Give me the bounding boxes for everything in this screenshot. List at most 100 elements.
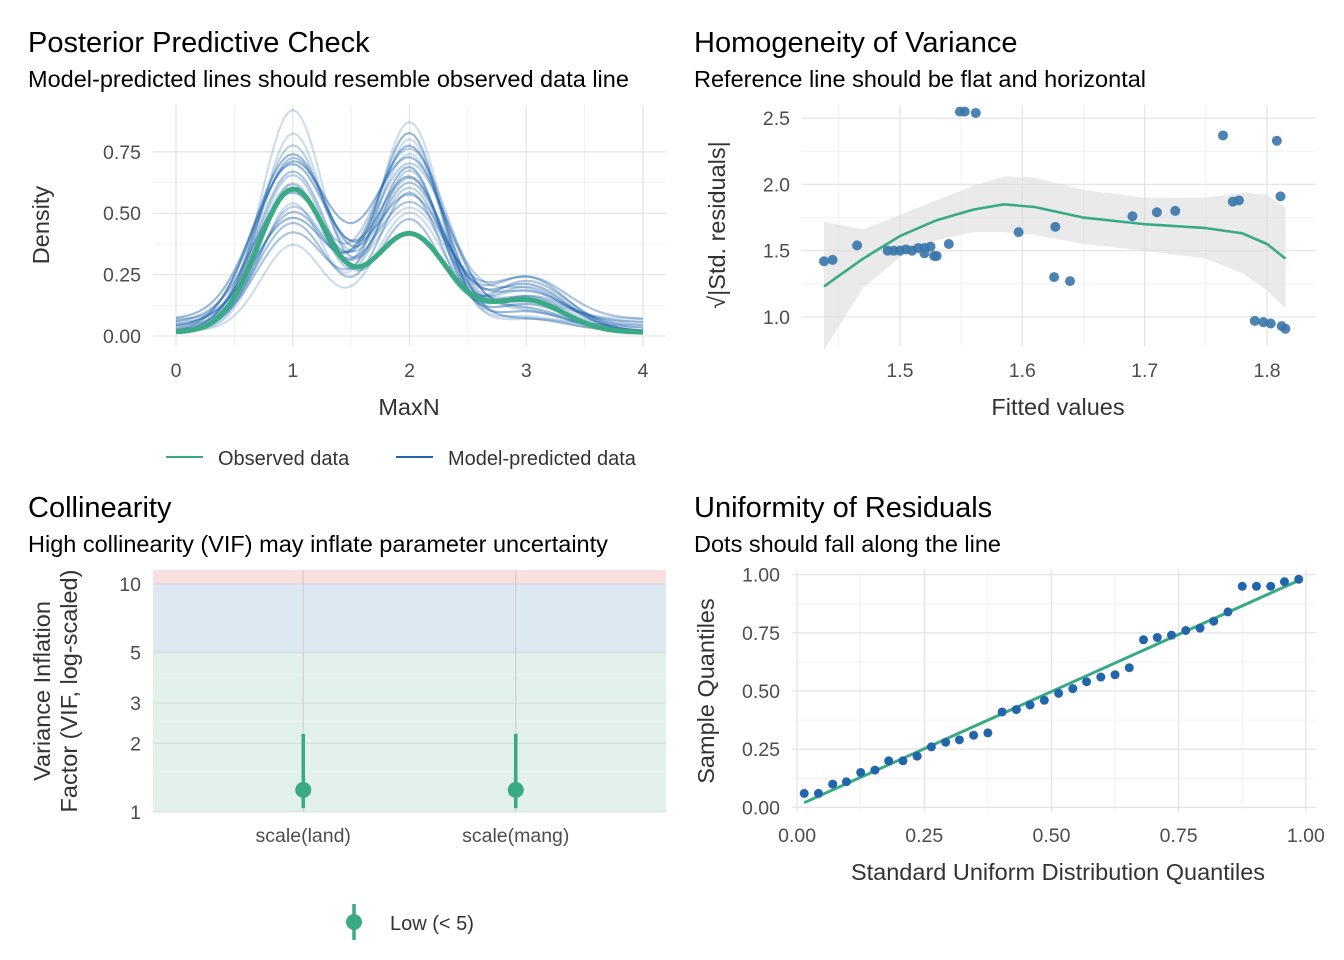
ppc-predicted-line (175, 200, 644, 332)
ppc-predicted-line (175, 173, 644, 332)
hov-point (1065, 276, 1076, 287)
ppc-x-tick-label: 3 (521, 360, 532, 382)
hov-subtitle: Reference line should be flat and horizo… (694, 66, 1146, 92)
hov-xlabel: Fitted values (991, 394, 1124, 420)
qq-point (969, 730, 979, 740)
hov-x-tick-label: 1.5 (886, 360, 913, 382)
ppc-observed-line (175, 186, 644, 335)
qq-point (898, 756, 908, 766)
qq-point (1011, 705, 1021, 715)
qq-point (1279, 577, 1289, 587)
qq-point (997, 707, 1007, 717)
col-vif-marks (295, 733, 524, 809)
ppc-panel: Posterior Predictive Check Model-predict… (28, 27, 666, 470)
qq-y-tick-label: 0.75 (742, 623, 780, 645)
hov-x-tick-label: 1.6 (1009, 360, 1036, 382)
hov-point (827, 254, 838, 265)
hov-smooth-line (823, 203, 1287, 288)
ppc-predicted-line (175, 191, 644, 332)
qq-x-tick-label: 1.00 (1287, 825, 1325, 847)
hov-point (1265, 318, 1276, 329)
col-y-tick-label: 10 (119, 574, 141, 596)
qq-point (1139, 635, 1149, 645)
col-ylabel-line2: Factor (VIF, log-scaled) (56, 570, 82, 813)
ppc-predicted-line (175, 156, 644, 332)
legend-predicted-label: Model-predicted data (448, 448, 637, 470)
ppc-predicted-lines (175, 108, 644, 333)
qq-point (1110, 670, 1120, 680)
qq-point (912, 751, 922, 761)
qq-point (870, 765, 880, 775)
hov-point (1050, 221, 1061, 232)
qq-point (1223, 607, 1233, 617)
hov-point (959, 106, 970, 117)
qq-point (941, 737, 951, 747)
ppc-y-tick-label: 0.50 (103, 203, 141, 225)
ppc-x-tick-label: 4 (638, 360, 649, 382)
qq-point (1082, 677, 1092, 687)
ppc-ylabel: Density (28, 186, 54, 265)
qq-point (1195, 623, 1205, 633)
qq-y-tick-label: 1.00 (742, 565, 780, 587)
qq-point (926, 742, 936, 752)
ppc-title: Posterior Predictive Check (28, 27, 370, 59)
col-x-tick-label: scale(land) (256, 825, 351, 847)
hov-ylabel: √|Std. residuals| (704, 141, 730, 308)
qq-point (856, 767, 866, 777)
ppc-y-tick-label: 0.75 (103, 142, 141, 164)
qq-point (1266, 581, 1276, 591)
hov-point (1127, 211, 1138, 222)
col-y-tick-label: 2 (130, 733, 141, 755)
hov-point (852, 240, 863, 251)
qq-point (813, 788, 823, 798)
col-ticks: 1 2 3 5 10 scale(land) scale(mang) (119, 574, 569, 847)
col-title: Collinearity (28, 492, 172, 524)
qq-point (954, 735, 964, 745)
col-panel: Collinearity High collinearity (VIF) may… (28, 492, 666, 940)
qq-y-tick-label: 0.25 (742, 739, 780, 761)
legend-low-key-dot (346, 914, 362, 930)
qq-panel: Uniformity of Residuals Dots should fall… (693, 492, 1325, 885)
col-y-tick-label: 1 (130, 802, 141, 824)
hov-point (925, 241, 936, 252)
ppc-x-tick-label: 2 (404, 360, 415, 382)
col-subtitle: High collinearity (VIF) may inflate para… (28, 531, 608, 557)
ppc-observed-curve (175, 186, 644, 335)
legend-low-label: Low (< 5) (390, 913, 474, 935)
ppc-y-tick-label: 0.00 (103, 326, 141, 348)
hov-panel: Homogeneity of Variance Reference line s… (694, 27, 1316, 420)
qq-point (884, 756, 894, 766)
hov-point (1271, 135, 1282, 146)
hov-point (1275, 191, 1286, 202)
qq-x-tick-label: 0.00 (778, 825, 816, 847)
col-zones (153, 570, 666, 812)
qq-xlabel: Standard Uniform Distribution Quantiles (851, 859, 1265, 885)
ppc-predicted-line (175, 120, 644, 333)
ppc-predicted-line (175, 152, 644, 332)
qq-y-tick-label: 0.00 (742, 797, 780, 819)
col-vif-point (295, 781, 312, 798)
qq-point (1039, 695, 1049, 705)
ppc-legend: Observed data Model-predicted data (166, 448, 637, 470)
qq-ylabel: Sample Quantiles (693, 598, 719, 784)
hov-point (943, 239, 954, 250)
hov-y-tick-label: 1.0 (763, 307, 790, 329)
qq-point (799, 788, 809, 798)
hov-point (1013, 227, 1024, 238)
qq-point (1167, 630, 1177, 640)
qq-x-tick-label: 0.25 (905, 825, 943, 847)
hov-y-tick-label: 1.5 (763, 241, 790, 263)
qq-ticks: 0.00 0.25 0.50 0.75 1.00 0.00 0.25 0.50 0.75 1.00 (742, 565, 1325, 847)
ppc-predicted-line (175, 108, 644, 332)
hov-point (819, 256, 830, 267)
col-legend: Low (< 5) (346, 904, 474, 940)
hov-points (819, 106, 1291, 334)
hov-point (919, 248, 930, 259)
hov-point (931, 250, 942, 261)
hov-point (1049, 272, 1060, 283)
qq-point (1237, 581, 1247, 591)
qq-point (1096, 672, 1106, 682)
col-y-tick-label: 5 (130, 643, 141, 665)
col-ylabel-line1: Variance Inflation (29, 601, 55, 781)
